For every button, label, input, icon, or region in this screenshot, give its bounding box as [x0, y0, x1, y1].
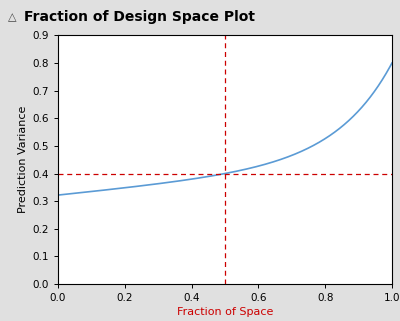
X-axis label: Fraction of Space: Fraction of Space: [177, 307, 273, 317]
Text: △: △: [8, 12, 16, 22]
Y-axis label: Prediction Variance: Prediction Variance: [18, 106, 28, 213]
Text: Fraction of Design Space Plot: Fraction of Design Space Plot: [24, 10, 255, 24]
